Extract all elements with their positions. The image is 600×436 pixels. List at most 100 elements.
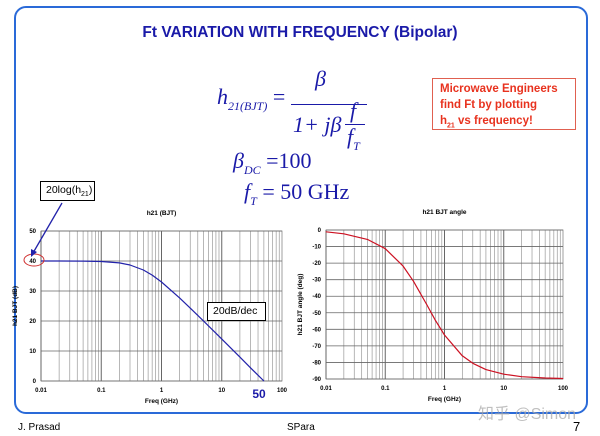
eq-t-sub: T [353, 139, 360, 153]
y-tick-label: 20 [29, 319, 36, 325]
data-point [413, 280, 414, 282]
y-tick-label: -40 [312, 294, 321, 300]
arrow-head-icon [31, 249, 37, 257]
data-point [503, 373, 505, 375]
data-point [521, 376, 522, 378]
x-tick-label: 100 [277, 388, 288, 394]
eq-numerator: β [315, 66, 326, 92]
ft-symbol: f [244, 179, 251, 204]
eq-frac-num: f [350, 98, 356, 124]
callout-20log-sub: 21 [81, 191, 89, 199]
beta-sub: DC [243, 163, 261, 177]
data-point [100, 261, 102, 262]
x-tick-label: 0.1 [381, 386, 390, 392]
data-point [562, 378, 564, 379]
ft-value: fT = 50 GHz [244, 179, 349, 209]
chart-title: h21 BJT angle [422, 209, 466, 216]
data-point [426, 304, 428, 305]
chart-title: h21 (BJT) [147, 210, 177, 217]
data-point [367, 239, 368, 240]
y-tick-label: 30 [29, 289, 36, 295]
y-tick-label: 50 [29, 229, 36, 235]
eq-denominator: 1+ jβ [293, 112, 341, 138]
y-axis-label: h21 BJT angle (deg) [297, 274, 304, 336]
eq-h-sub: 21(BJT) [228, 99, 268, 113]
x-tick-label: 0.01 [35, 388, 47, 394]
y-tick-label: 0 [33, 379, 37, 385]
y-tick-label: -50 [312, 311, 321, 317]
callout-slope: 20dB/dec [207, 302, 266, 321]
data-point [461, 355, 463, 357]
data-point [325, 231, 327, 233]
footer-center: SPara [287, 422, 315, 433]
data-point [82, 260, 84, 262]
y-tick-label: -60 [312, 327, 321, 333]
x-tick-label: 1 [160, 388, 164, 394]
data-point [444, 334, 445, 336]
data-point [544, 377, 546, 379]
data-point [472, 362, 474, 364]
data-point [189, 307, 191, 309]
eq-den-prefix: 1+ jβ [293, 112, 342, 137]
ft-callout: 50 [252, 387, 266, 401]
page-number: 7 [573, 419, 581, 434]
data-point [129, 264, 131, 266]
data-point [179, 297, 181, 299]
ft-sub: T [250, 194, 257, 208]
eq-inner-bar [345, 124, 365, 125]
beta-symbol: β [233, 148, 244, 173]
data-point [203, 320, 205, 322]
eq-f: f [350, 98, 357, 123]
y-tick-label: -30 [312, 278, 321, 284]
note-line-2: find Ft by plotting [440, 99, 538, 111]
y-tick-label: -90 [312, 377, 321, 383]
data-series-line [325, 231, 564, 380]
eq-h: h [217, 84, 228, 109]
eq-beta: β [315, 66, 326, 91]
eq-f2: f [347, 124, 354, 149]
eq-fraction-bar [291, 104, 367, 105]
callout-20log-suffix: ) [88, 184, 93, 196]
y-axis-label: h21 BJT (dB) [12, 286, 19, 326]
y-tick-label: 40 [29, 259, 36, 265]
y-tick-label: 10 [29, 349, 36, 355]
data-point [250, 367, 251, 369]
x-axis-label: Freq (GHz) [428, 396, 461, 403]
eq-frac-den: fT [347, 124, 360, 154]
callout-arrow [32, 202, 63, 254]
eq-equals: = [272, 84, 286, 109]
data-point [263, 380, 265, 382]
y-tick-label: -10 [312, 245, 321, 251]
data-point [434, 319, 436, 321]
footer-author: J. Prasad [18, 422, 61, 433]
note-sub: 21 [447, 122, 455, 130]
phase-chart: 0 -10 -20 -30 -40 -50 -60 -70 -80 -90 0.01 0.1 1 10 10… [297, 209, 569, 403]
data-point [58, 260, 60, 262]
h21-equation: h21(BJT) = [217, 84, 285, 114]
data-series-line [41, 260, 265, 382]
x-tick-label: 10 [500, 386, 507, 392]
data-point [239, 356, 241, 358]
watermark: 知乎 @Simon [478, 406, 577, 423]
ft-number: = 50 GHz [262, 179, 350, 204]
x-tick-label: 1 [443, 386, 447, 392]
data-point [343, 233, 345, 235]
note-h: h [440, 115, 448, 127]
data-point [384, 248, 386, 250]
y-tick-label: -80 [312, 360, 321, 366]
slide-frame [14, 6, 588, 414]
note-rest: vs frequency! [454, 115, 533, 127]
x-tick-label: 100 [558, 386, 569, 392]
x-axis-label: Freq (GHz) [145, 398, 178, 405]
data-point [118, 262, 120, 264]
callout-20log: 20log(h21) [40, 181, 95, 201]
beta-dc: βDC =100 [233, 148, 312, 178]
data-point [221, 338, 223, 340]
note-line-1: Microwave Engineers [440, 83, 558, 95]
y-tick-label: 0 [318, 228, 322, 234]
data-point [402, 265, 404, 267]
data-point [151, 274, 153, 276]
x-tick-label: 10 [218, 388, 225, 394]
data-point [40, 260, 42, 262]
